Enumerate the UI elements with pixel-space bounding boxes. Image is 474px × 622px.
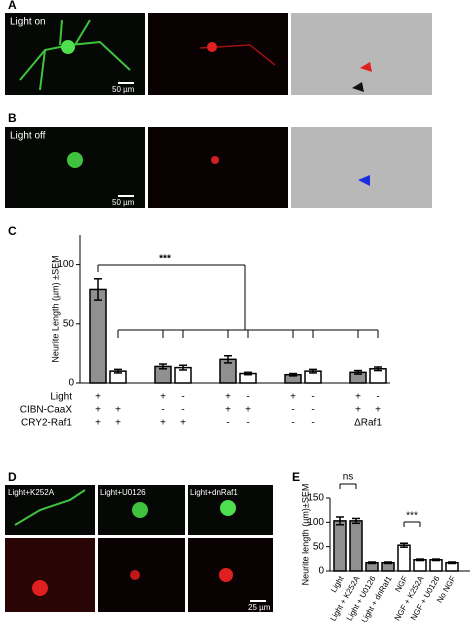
bar <box>429 559 443 572</box>
row-mark: + <box>95 405 101 416</box>
row-mark: + <box>355 405 361 416</box>
y-tick-label: 100 <box>57 259 74 270</box>
scale-bar: 50 µm <box>112 85 135 94</box>
row-mark: + <box>115 418 121 429</box>
row-mark: - <box>311 405 314 416</box>
caption: Light+dnRaf1 <box>190 488 238 497</box>
caption: Light+U0126 <box>100 488 146 497</box>
annotation: *** <box>159 254 171 265</box>
row-mark: + <box>375 405 381 416</box>
row-mark: + <box>115 405 121 416</box>
row-mark: - <box>376 392 379 403</box>
row-mark: + <box>290 392 296 403</box>
row-mark: - <box>226 418 229 429</box>
row-mark: - <box>161 405 164 416</box>
panel-label: E <box>292 470 300 484</box>
row-mark: - <box>291 405 294 416</box>
caption: Light off <box>10 131 46 142</box>
bar <box>413 559 427 572</box>
panel-label: B <box>8 111 17 125</box>
row-mark: + <box>180 418 186 429</box>
row-mark: + <box>245 405 251 416</box>
row-mark: - <box>246 418 249 429</box>
y-axis-label: Neurite length (µm)±SEM <box>300 484 310 586</box>
row-mark: + <box>355 392 361 403</box>
row-label: Light <box>50 392 72 403</box>
panel-label: C <box>8 224 17 238</box>
scale-bar: 50 µm <box>112 198 135 207</box>
y-tick-label: 50 <box>313 541 325 552</box>
row-mark: + <box>225 392 231 403</box>
row-mark: + <box>160 392 166 403</box>
row-mark: + <box>95 418 101 429</box>
y-tick-label: 0 <box>318 566 324 577</box>
y-axis-label: Neurite Length (µm) ±SEM <box>50 255 60 362</box>
row-mark: - <box>311 418 314 429</box>
bar <box>397 544 411 572</box>
row-mark: ΔRaf1 <box>354 418 382 429</box>
panel-label: D <box>8 470 17 484</box>
row-mark: + <box>160 418 166 429</box>
bar <box>349 520 363 572</box>
bar <box>89 288 107 384</box>
scale-bar: 25 µm <box>248 603 271 612</box>
caption: Light on <box>10 17 46 28</box>
row-mark: - <box>181 392 184 403</box>
annotation: *** <box>406 511 418 522</box>
row-mark: - <box>311 392 314 403</box>
y-tick-label: 100 <box>307 517 324 528</box>
y-tick-label: 0 <box>68 378 74 389</box>
caption: Light+K252A <box>8 488 55 497</box>
row-mark: - <box>181 405 184 416</box>
row-mark: + <box>225 405 231 416</box>
row-mark: + <box>95 392 101 403</box>
x-tick-label: NGF <box>393 574 409 593</box>
y-tick-label: 50 <box>63 318 75 329</box>
bar <box>333 520 347 572</box>
row-mark: - <box>291 418 294 429</box>
row-label: CIBN-CaaX <box>20 405 73 416</box>
micrographs <box>5 13 432 612</box>
y-tick-label: 150 <box>307 493 324 504</box>
panel-label: A <box>8 0 17 12</box>
annotation: ns <box>343 472 354 483</box>
row-mark: - <box>246 392 249 403</box>
row-label: CRY2-Raf1 <box>21 418 72 429</box>
